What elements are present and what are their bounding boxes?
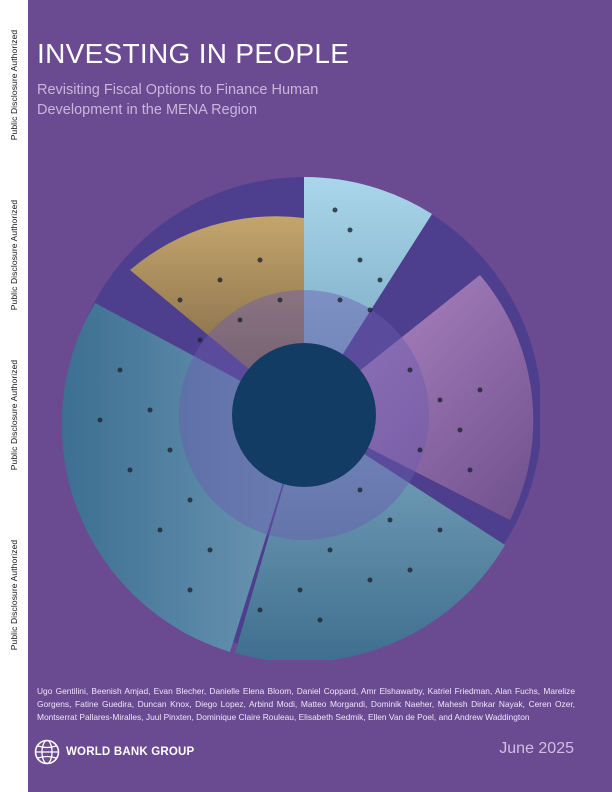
world-bank-logo: WORLD BANK GROUP [34,738,194,766]
cover-artwork [61,176,540,660]
report-title: INVESTING IN PEOPLE [37,38,350,69]
disclosure-strip: Public Disclosure Authorized Public Disc… [0,0,28,792]
publication-date: June 2025 [499,740,574,757]
author-list: Ugo Gentilini, Beenish Amjad, Evan Blech… [37,686,575,722]
report-subtitle: Revisiting Fiscal Options to Finance Hum… [37,82,319,118]
center-circle [232,343,376,487]
globe-icon [34,739,60,765]
logo-text: WORLD BANK GROUP [66,746,195,758]
segment-right [304,275,534,520]
crowd-figures [97,207,483,623]
